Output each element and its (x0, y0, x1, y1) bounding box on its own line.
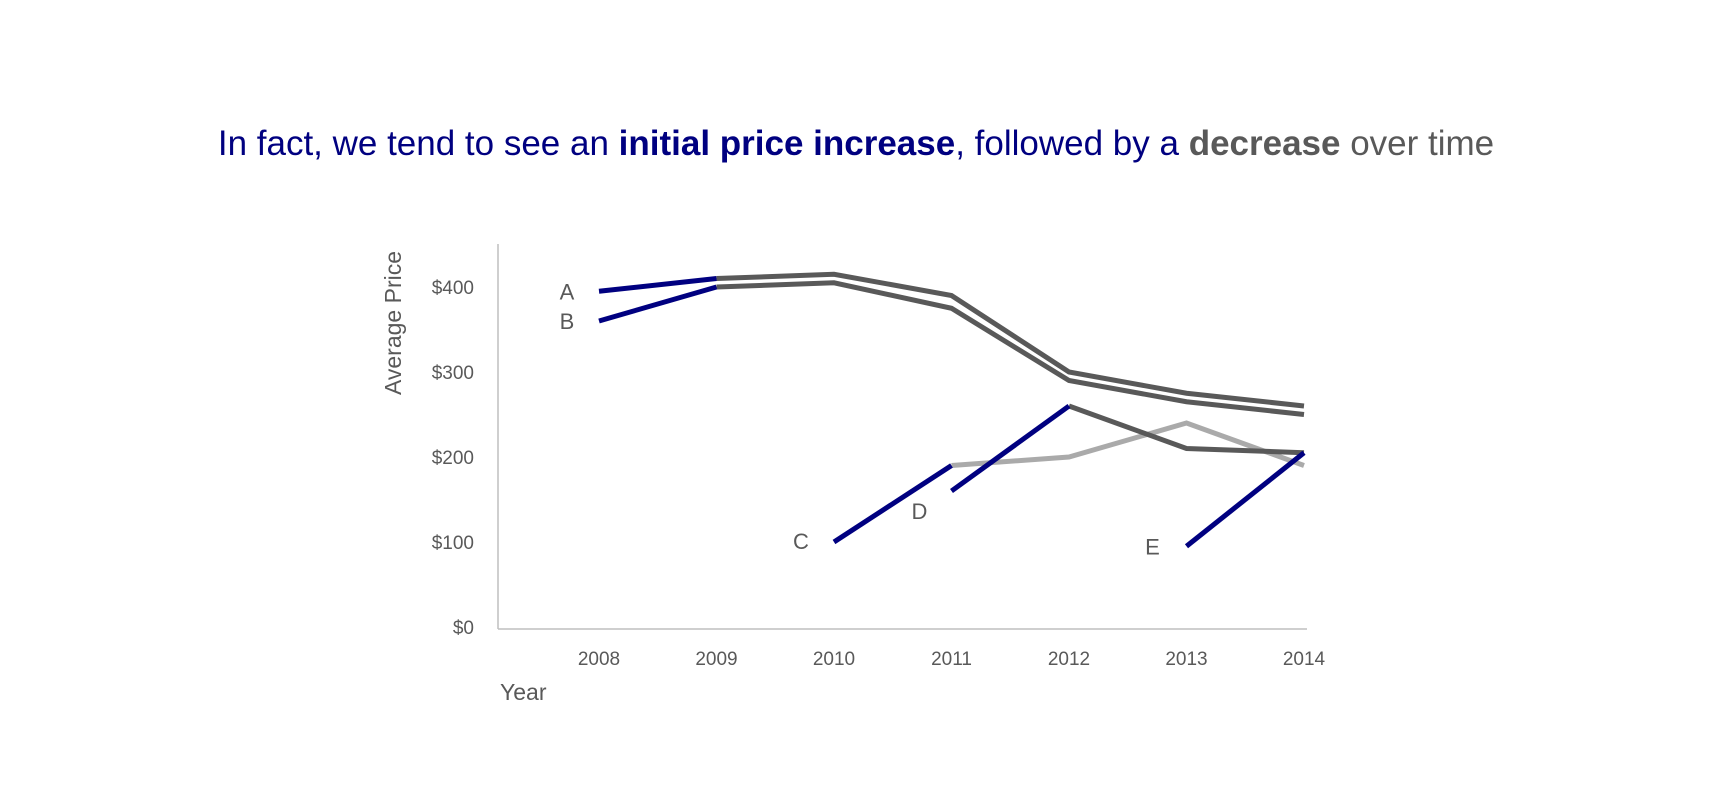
y-axis-title: Average Price (380, 251, 406, 395)
x-tick-label: 2014 (1283, 649, 1326, 670)
series-line-c (951, 420, 1305, 468)
x-tick-label: 2013 (1165, 649, 1207, 670)
y-tick-label: $0 (453, 618, 474, 639)
series-line-a (716, 271, 1305, 409)
chart-axes (497, 244, 1307, 630)
series-launch-segment-c (832, 463, 953, 545)
title-part-3: , followed by a (955, 124, 1189, 163)
title-part-1: In fact, we tend to see an (217, 124, 619, 163)
series-labels: AB C D E (560, 279, 1160, 559)
series-label-d: D (912, 499, 928, 524)
series-label-e: E (1145, 534, 1160, 559)
series-launch-segment-a (598, 276, 717, 294)
x-tick-label: 2009 (695, 649, 737, 670)
title-part-4: decrease (1188, 124, 1341, 163)
series-label-a: A (560, 279, 575, 304)
x-tick-label: 2010 (813, 649, 855, 670)
title-part-5: over time (1340, 124, 1495, 163)
y-tick-label: $100 (432, 533, 474, 554)
x-tick-label: 2012 (1048, 649, 1090, 670)
chart-title: In fact, we tend to see an initial price… (0, 124, 1712, 164)
x-tick-label: 2008 (578, 649, 620, 670)
series-line-b (716, 280, 1305, 417)
x-tick-labels: 2008 2009 2010 2011 2012 2013 2014 (578, 649, 1326, 670)
series-launch-segment-e (1184, 450, 1306, 549)
series-label-b: B (560, 309, 575, 334)
series-launch-segment-b (598, 284, 718, 324)
y-tick-label: $200 (432, 448, 474, 469)
y-tick-labels: $0 $100 $200 $300 $400 (432, 278, 474, 639)
series-launch-segment-d (950, 403, 1071, 494)
series-label-c: C (793, 529, 809, 554)
series-line-d (1068, 403, 1305, 456)
x-tick-label: 2011 (931, 649, 972, 670)
x-axis-title: Year (500, 679, 547, 705)
title-part-2: initial price increase (618, 124, 956, 163)
y-tick-label: $400 (432, 278, 474, 299)
y-tick-label: $300 (432, 363, 474, 384)
series-lines (598, 271, 1306, 549)
